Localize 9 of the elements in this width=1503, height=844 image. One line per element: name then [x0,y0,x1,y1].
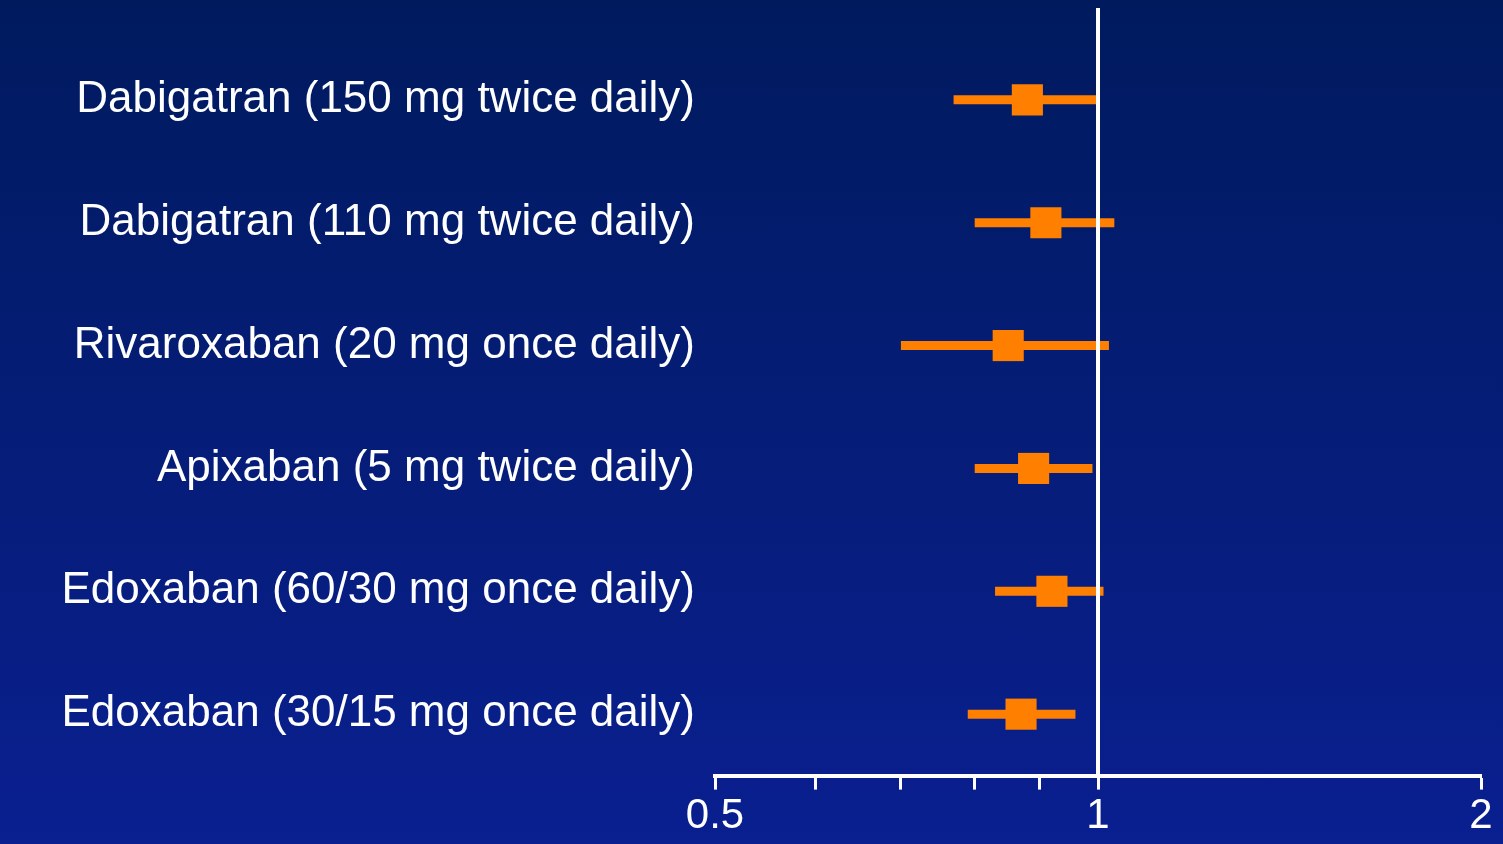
y-tick-label: Dabigatran (150 mg twice daily) [76,71,695,121]
x-tick-label: 2 [1469,790,1493,838]
x-tick-label: 1 [1086,790,1110,838]
x-tick-label: 0.5 [685,790,745,838]
y-tick-label: Rivaroxaban (20 mg once daily) [73,317,695,367]
y-tick-label: Apixaban (5 mg twice daily) [156,440,695,490]
y-tick-label: Edoxaban (30/15 mg once daily) [61,686,695,736]
y-tick-label: Edoxaban (60/30 mg once daily) [61,563,695,613]
y-tick-label: Dabigatran (110 mg twice daily) [79,194,695,244]
